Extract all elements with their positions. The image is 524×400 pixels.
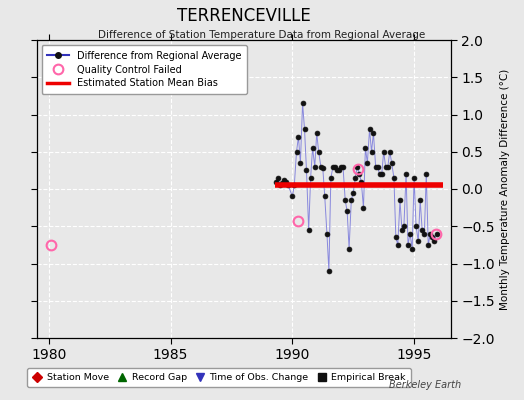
Y-axis label: Monthly Temperature Anomaly Difference (°C): Monthly Temperature Anomaly Difference (… <box>500 68 510 310</box>
Text: Berkeley Earth: Berkeley Earth <box>389 380 461 390</box>
Title: TERRENCEVILLE: TERRENCEVILLE <box>177 6 311 24</box>
Text: Difference of Station Temperature Data from Regional Average: Difference of Station Temperature Data f… <box>99 30 425 40</box>
Legend: Station Move, Record Gap, Time of Obs. Change, Empirical Break: Station Move, Record Gap, Time of Obs. C… <box>27 368 410 387</box>
